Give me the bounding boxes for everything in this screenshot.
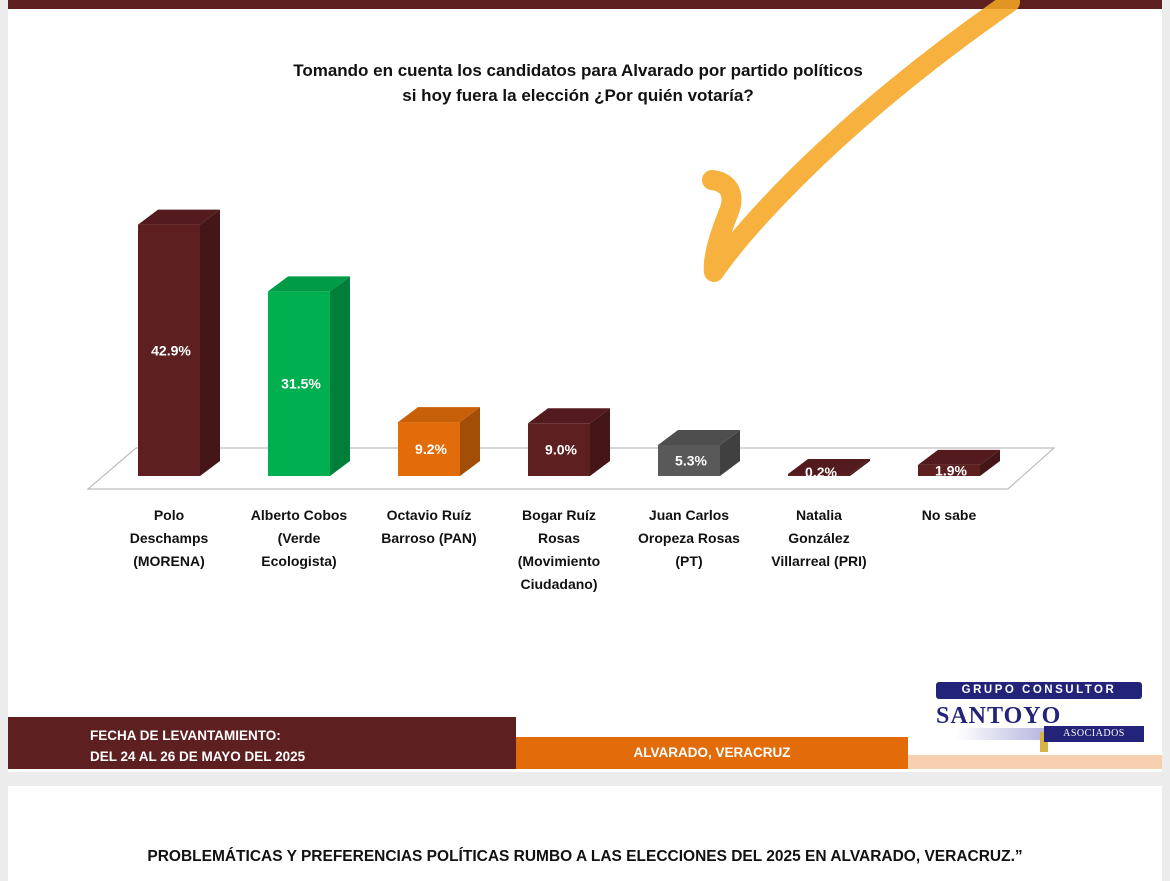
bar-5 xyxy=(788,459,870,476)
value-label-4: 5.3% xyxy=(675,452,707,468)
logo-y-stem xyxy=(1040,732,1048,752)
category-label-5: Natalia González Villarreal (PRI) xyxy=(771,507,867,569)
footer-location-band: ALVARADO, VERACRUZ xyxy=(516,737,908,769)
footer-peach-band xyxy=(908,755,1162,769)
logo-sub-text: ASOCIADOS xyxy=(1044,726,1144,742)
category-label-0: Polo Deschamps (MORENA) xyxy=(129,507,209,569)
logo-top-text: GRUPO CONSULTOR xyxy=(936,682,1142,699)
value-labels-group: 42.9% 31.5% 9.2% 9.0% 5.3% 0.2% 1.9% xyxy=(151,342,967,480)
category-label-2: Octavio Ruíz Barroso (PAN) xyxy=(381,507,477,546)
value-label-5: 0.2% xyxy=(805,464,837,480)
category-label-4: Juan Carlos Oropeza Rosas (PT) xyxy=(638,507,740,569)
survey-slide: Tomando en cuenta los candidatos para Al… xyxy=(8,0,1162,772)
location-label: ALVARADO, VERACRUZ xyxy=(633,745,791,760)
bar-3 xyxy=(528,408,610,476)
value-label-1: 31.5% xyxy=(281,376,321,392)
logo-shade xyxy=(956,728,1044,740)
report-title: PROBLEMÁTICAS Y PREFERENCIAS POLÍTICAS R… xyxy=(147,848,1023,865)
value-label-3: 9.0% xyxy=(545,442,577,458)
category-label-6: No sabe xyxy=(921,507,977,523)
bar-6 xyxy=(918,449,1000,476)
bar-chart: 42.9% 31.5% 9.2% 9.0% 5.3% 0.2% 1.9% xyxy=(86,209,1056,490)
bars-group xyxy=(138,209,1000,476)
bar-2 xyxy=(398,407,480,476)
category-label-3: Bogar Ruíz Rosas (Movimiento Ciudadano) xyxy=(517,507,601,592)
value-label-6: 1.9% xyxy=(935,462,967,478)
survey-date-label: FECHA DE LEVANTAMIENTO: xyxy=(90,728,281,743)
top-bar xyxy=(8,0,1162,9)
logo-main-text: SANTOYO xyxy=(936,703,1062,729)
santoyo-logo: GRUPO CONSULTOR SANTOYO ASOCIADOS xyxy=(936,682,1146,752)
value-label-0: 42.9% xyxy=(151,342,191,358)
survey-date-value: DEL 24 AL 26 DE MAYO DEL 2025 xyxy=(90,749,306,764)
bar-0 xyxy=(138,209,220,476)
value-label-2: 9.2% xyxy=(415,441,447,457)
bar-1 xyxy=(268,276,350,476)
bottom-panel: PROBLEMÁTICAS Y PREFERENCIAS POLÍTICAS R… xyxy=(8,786,1162,881)
chart-title-line2: si hoy fuera la elección ¿Por quién vota… xyxy=(402,86,754,105)
category-label-1: Alberto Cobos (Verde Ecologista) xyxy=(250,507,348,569)
bar-4 xyxy=(658,429,740,476)
footer-date-band: FECHA DE LEVANTAMIENTO: DEL 24 AL 26 DE … xyxy=(8,717,516,769)
